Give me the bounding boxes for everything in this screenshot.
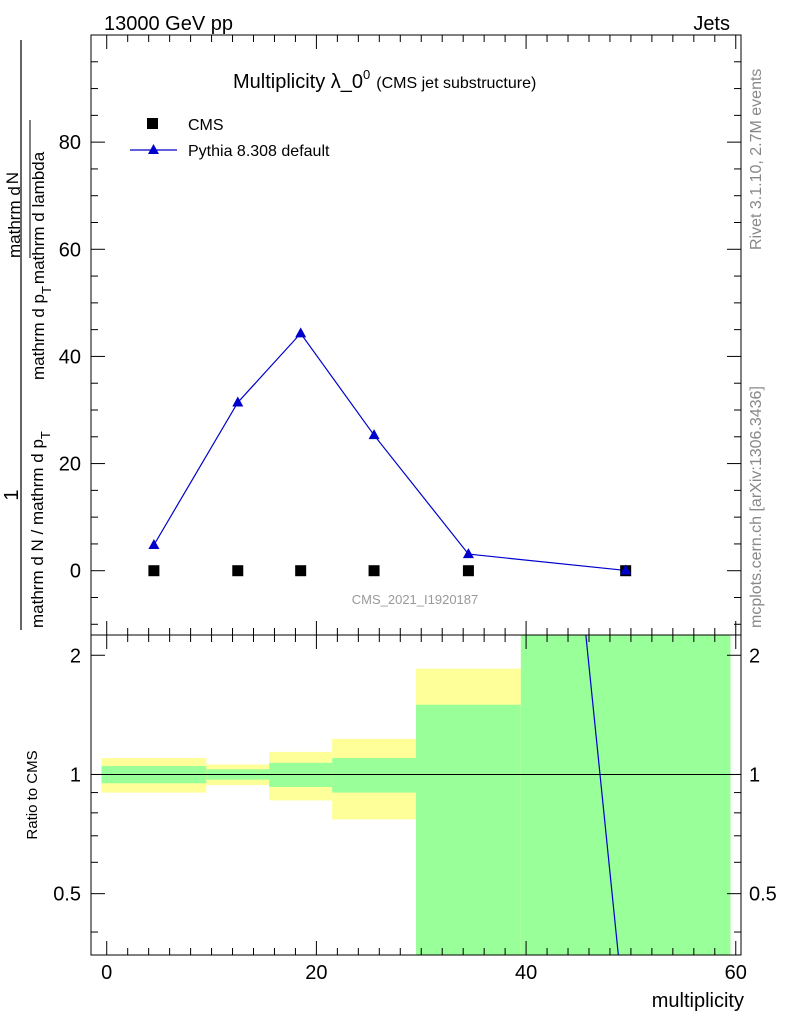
x-axis-label: multiplicity bbox=[652, 990, 744, 1012]
mc-point bbox=[368, 429, 380, 440]
mc-point bbox=[620, 564, 632, 575]
ratio-panel: 0.5 0.5 1 1 2 2 0 20 40 60 Ratio to CMS multipli… bbox=[24, 634, 777, 1012]
ylabel-inner-N: N bbox=[3, 172, 22, 184]
legend: CMS Pythia 8.308 default bbox=[130, 117, 330, 160]
mc-point bbox=[232, 396, 244, 407]
header-right: Jets bbox=[693, 13, 730, 35]
main-y-ticks: 0 20 40 60 80 bbox=[59, 34, 741, 625]
ratio-x-ticks: 0 20 40 60 bbox=[101, 635, 747, 984]
ratio-y-tick-label: 2 bbox=[70, 645, 81, 667]
ratio-y-tick-label-right: 0.5 bbox=[749, 884, 777, 906]
main-x-ticks bbox=[106, 35, 737, 635]
mcplots-label: mcplots.cern.ch [arXiv:1306.3436] bbox=[748, 386, 765, 628]
main-y-tick-label: 0 bbox=[70, 561, 81, 583]
ylabel-denominator: mathrm d N / mathrm d p bbox=[28, 439, 47, 628]
ylabel-numerator: 1 bbox=[1, 489, 23, 500]
ylabel-denominator-text: mathrm d N / mathrm d pT bbox=[28, 431, 53, 628]
ratio-band-inner bbox=[416, 704, 521, 955]
cms-point bbox=[232, 565, 244, 577]
rivet-label: Rivet 3.1.10, 2.7M events bbox=[748, 69, 765, 250]
ylabel-inner-dp-sub: T bbox=[39, 286, 54, 294]
x-tick-label: 0 bbox=[101, 962, 112, 984]
ratio-frame bbox=[90, 634, 742, 956]
ratio-bands bbox=[101, 635, 731, 955]
ratio-y-ticks: 0.5 0.5 1 1 2 2 bbox=[53, 645, 777, 933]
main-y-tick-label: 40 bbox=[59, 346, 81, 368]
ratio-band-inner bbox=[520, 635, 731, 955]
cms-point bbox=[148, 565, 160, 577]
header-left: 13000 GeV pp bbox=[104, 13, 233, 35]
main-y-label: 1 mathrm d N / mathrm d pT mathrm dN mat… bbox=[1, 40, 54, 630]
ylabel-inner-dlambda: mathrm d lambda bbox=[29, 151, 48, 284]
mc-point bbox=[295, 327, 307, 338]
cms-point bbox=[295, 565, 307, 577]
ratio-y-label: Ratio to CMS bbox=[24, 750, 41, 839]
ratio-marks bbox=[91, 634, 741, 956]
ylabel-inner-denominator: mathrm d pTmathrm d lambda bbox=[29, 151, 54, 380]
legend-cms-marker bbox=[147, 118, 158, 129]
main-y-tick-label: 60 bbox=[59, 239, 81, 261]
mc-point bbox=[462, 548, 474, 559]
ratio-band-inner bbox=[332, 758, 416, 793]
ylabel-inner-d: mathrm d bbox=[5, 186, 24, 258]
x-tick-label: 40 bbox=[515, 962, 537, 984]
ylabel-inner-numerator: mathrm d N bbox=[3, 172, 24, 258]
title-sub: (CMS jet substructure) bbox=[376, 75, 536, 92]
ratio-y-tick-label-right: 1 bbox=[749, 764, 760, 786]
main-y-tick-label: 80 bbox=[59, 132, 81, 154]
plot-title: Multiplicity λ_00 (CMS jet substructure) bbox=[233, 67, 536, 93]
ratio-y-tick-label: 0.5 bbox=[53, 884, 81, 906]
mc-point bbox=[148, 539, 160, 549]
ratio-y-tick-label-right: 2 bbox=[749, 645, 760, 667]
title-main: Multiplicity λ_0 bbox=[233, 71, 363, 93]
ratio-y-tick-label: 1 bbox=[70, 764, 81, 786]
main-y-tick-label: 20 bbox=[59, 454, 81, 476]
legend-mc-marker bbox=[148, 144, 159, 154]
analysis-watermark: CMS_2021_I1920187 bbox=[352, 592, 479, 607]
title-sup: 0 bbox=[363, 67, 370, 82]
legend-cms-label: CMS bbox=[188, 117, 224, 134]
main-marks bbox=[148, 327, 632, 577]
x-tick-label: 20 bbox=[305, 962, 327, 984]
cms-point bbox=[368, 565, 380, 577]
ratio-mc-line bbox=[585, 634, 619, 956]
mc-series-line bbox=[153, 332, 626, 572]
cms-point bbox=[462, 565, 474, 577]
ylabel-inner-dp: mathrm d p bbox=[29, 294, 48, 380]
x-tick-label: 60 bbox=[725, 962, 747, 984]
legend-mc-label: Pythia 8.308 default bbox=[188, 143, 330, 160]
ylabel-denominator-sub: T bbox=[38, 431, 53, 439]
